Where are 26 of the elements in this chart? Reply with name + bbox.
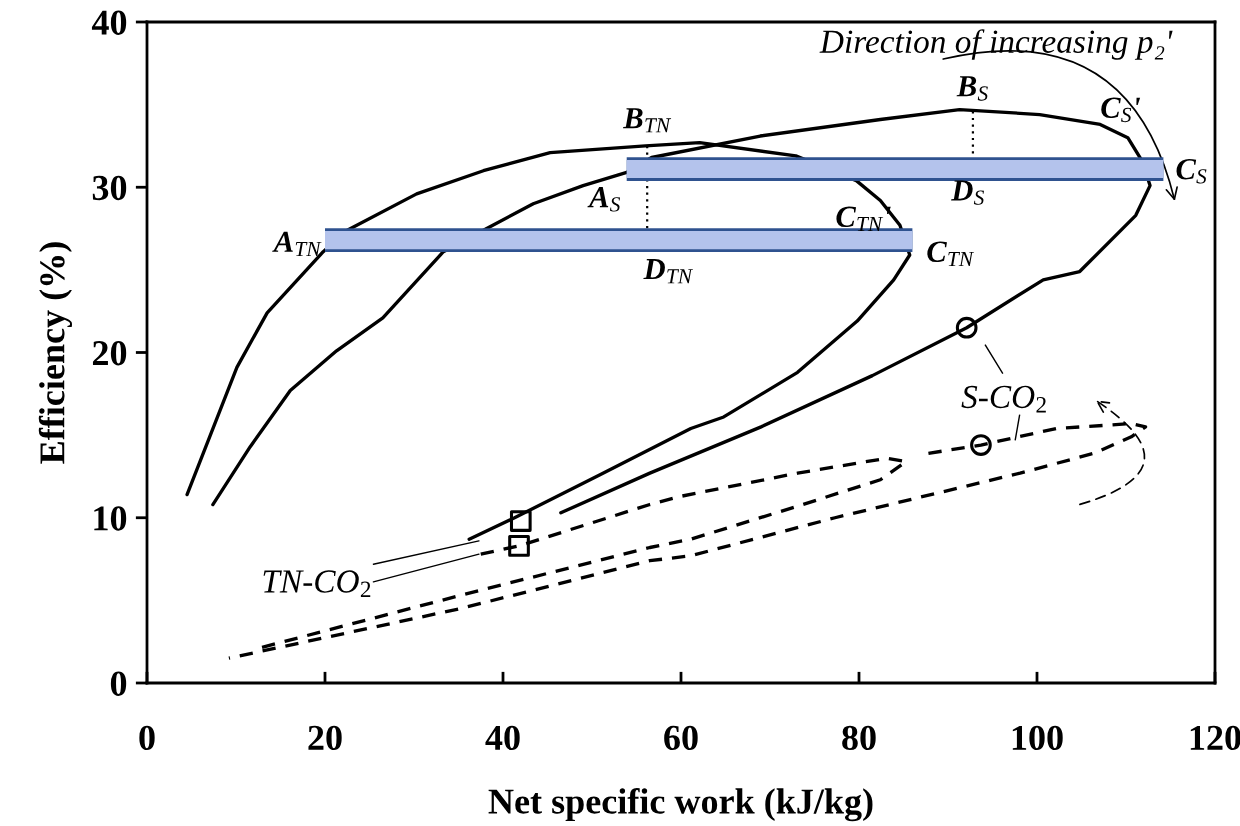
- annotation: S-CO$_{2}$: [961, 385, 1046, 413]
- annotation: D$_{TN}$: [643, 259, 694, 284]
- x-tick-label: 100: [1012, 725, 1063, 751]
- annotation: A$_{S}$: [587, 187, 621, 212]
- annotation: Direction of increasing p₂': [819, 29, 1173, 60]
- annotation: TN-CO$_{2}$: [263, 570, 371, 598]
- x-tick-label: 120: [1190, 725, 1240, 751]
- y-tick-label: 20: [92, 341, 127, 366]
- annotation: C$_{S}$': [1101, 97, 1141, 123]
- x-tick-label: 60: [664, 725, 698, 751]
- y-tick-label: 10: [94, 506, 127, 531]
- x-tick-label: 40: [485, 725, 520, 751]
- x-tick-label: 0: [139, 725, 155, 751]
- y-tick-label: 40: [91, 10, 127, 35]
- x-axis-title: Net specific work (kJ/kg): [488, 787, 873, 822]
- x-tick-label: 80: [842, 725, 876, 751]
- x-tick-label: 20: [308, 725, 342, 751]
- annotation: C$_{S}$: [1176, 158, 1207, 184]
- annotation: B$_{TN}$: [623, 108, 672, 133]
- annotation: D$_{S}$: [951, 180, 984, 205]
- annotation: B$_{S}$: [956, 76, 988, 101]
- y-tick-label: 30: [92, 175, 127, 201]
- annotation: C$_{TN}$: [927, 241, 975, 266]
- y-axis-title: Efficiency (%): [38, 242, 72, 464]
- y-tick-label: 0: [110, 671, 127, 696]
- annotation: A$_{TN}$: [272, 231, 322, 257]
